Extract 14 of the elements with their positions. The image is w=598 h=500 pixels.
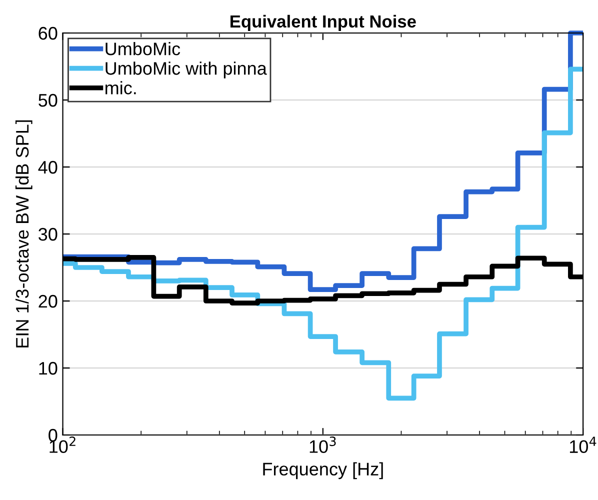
legend-label: UmboMic <box>106 42 180 56</box>
legend-label: UmboMic with pinna <box>106 62 267 78</box>
x-tick-label: 10$^{3}$ <box>310 436 336 453</box>
y-tick-label: 50 <box>38 94 58 107</box>
y-tick-label: 10 <box>39 362 58 375</box>
x-tick-label: 10$^{4}$ <box>570 436 596 453</box>
y-tick-label: 30 <box>38 228 58 241</box>
chart-title: Equivalent Input Noise <box>230 14 416 32</box>
legend-label: mic. <box>106 81 136 94</box>
y-axis-title: EIN 1/3-octave BW [dB SPL] <box>15 120 32 348</box>
y-tick-label: 20 <box>38 294 58 308</box>
y-tick-label: 40 <box>38 160 58 174</box>
y-tick-label: 60 <box>38 26 58 40</box>
x-axis-title: Frequency [Hz] <box>263 462 383 480</box>
